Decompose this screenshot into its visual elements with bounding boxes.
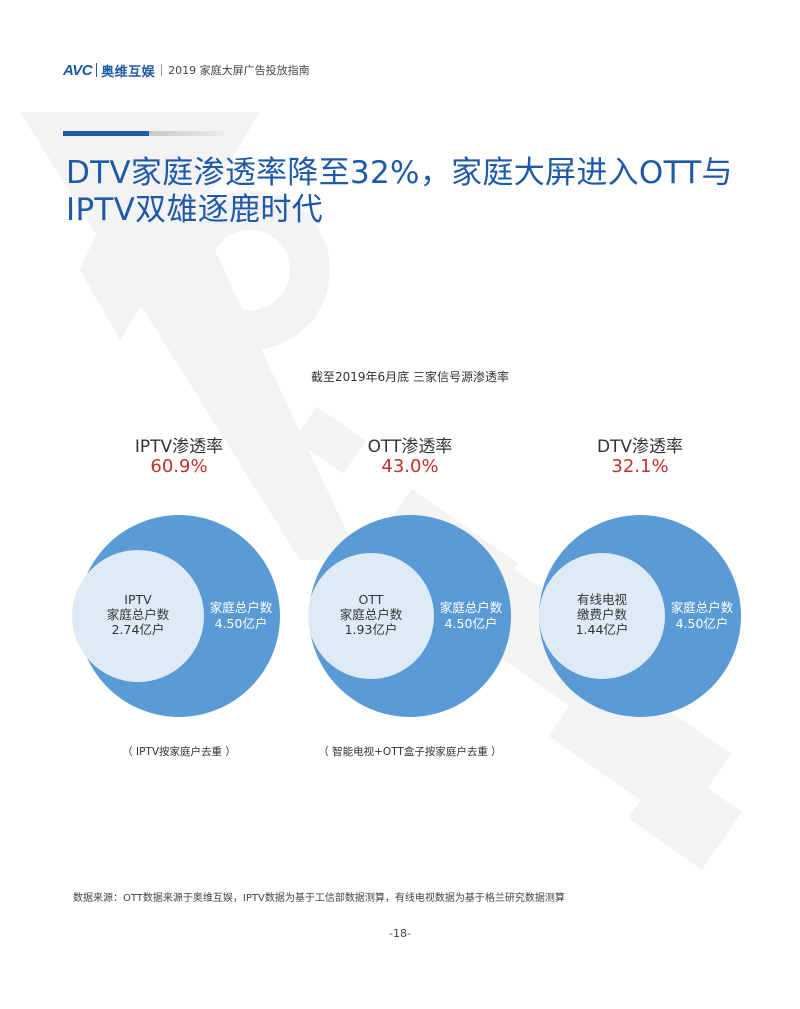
panel-footnote: （ IPTV按家庭户去重 ） <box>122 746 236 758</box>
inner-circle-line: 1.93亿户 <box>344 622 398 637</box>
panel-footnote: （ 智能电视+OTT盒子按家庭户去重 ） <box>318 746 502 758</box>
inner-circle-line: 有线电视 <box>576 592 627 607</box>
inner-circle-line: OTT <box>358 592 384 607</box>
inner-circle-subscribers <box>539 553 665 679</box>
outer-circle-line: 4.50亿户 <box>444 616 498 631</box>
inner-circle-line: 2.74亿户 <box>111 622 165 637</box>
header-subtitle: 2019 家庭大屏广告投放指南 <box>168 64 310 77</box>
title-accent-fade <box>149 131 224 136</box>
header-separator <box>161 64 163 76</box>
inner-circle-label: 有线电视 缴费户数 1.44亿户 <box>532 592 672 637</box>
panel-label: DTV渗透率 <box>596 437 684 457</box>
page-header: AVC 奥维互娱 2019 家庭大屏广告投放指南 <box>63 58 310 82</box>
data-source-note: 数据来源：OTT数据来源于奥维互娱，IPTV数据为基于工信部数据测算，有线电视数… <box>73 893 565 904</box>
panel-label: OTT渗透率 <box>367 437 453 457</box>
inner-circle-line: IPTV <box>124 592 152 607</box>
brand-logo: AVC 奥维互娱 <box>63 60 155 80</box>
title-accent-bar <box>63 131 149 136</box>
inner-circle-subscribers <box>72 550 204 682</box>
outer-circle-line: 4.50亿户 <box>214 616 268 631</box>
inner-circle-line: 家庭总户数 <box>106 607 170 622</box>
page-title: DTV家庭渗透率降至32%，家庭大屏进入OTT与IPTV双雄逐鹿时代 <box>66 155 733 228</box>
outer-circle-line: 家庭总户数 <box>439 600 503 615</box>
logo-cn-text: 奥维互娱 <box>101 64 156 80</box>
logo-avc-text: AVC <box>63 61 93 79</box>
inner-circle-line: 1.44亿户 <box>575 622 629 637</box>
inner-circle-line: 缴费户数 <box>576 607 627 622</box>
inner-circle-subscribers <box>308 553 434 679</box>
outer-circle-label: 家庭总户数 4.50亿户 <box>196 600 286 632</box>
outer-circle-line: 4.50亿户 <box>675 616 729 631</box>
panel-rate-value: 43.0% <box>381 456 439 477</box>
panel-rate-value: 32.1% <box>611 456 669 477</box>
outer-circle-label: 家庭总户数 4.50亿户 <box>657 600 747 632</box>
page-number: -18- <box>389 927 411 940</box>
outer-circle-line: 家庭总户数 <box>209 600 273 615</box>
penetration-chart <box>72 515 741 717</box>
inner-circle-label: IPTV 家庭总户数 2.74亿户 <box>68 592 208 637</box>
logo-divider <box>96 63 98 77</box>
chart-title: 截至2019年6月底 三家信号源渗透率 <box>311 370 509 384</box>
inner-circle-line: 家庭总户数 <box>339 607 403 622</box>
panel-label: IPTV渗透率 <box>134 437 224 457</box>
outer-circle-line: 家庭总户数 <box>670 600 734 615</box>
inner-circle-label: OTT 家庭总户数 1.93亿户 <box>301 592 441 637</box>
panel-rate-value: 60.9% <box>150 456 208 477</box>
outer-circle-label: 家庭总户数 4.50亿户 <box>426 600 516 632</box>
